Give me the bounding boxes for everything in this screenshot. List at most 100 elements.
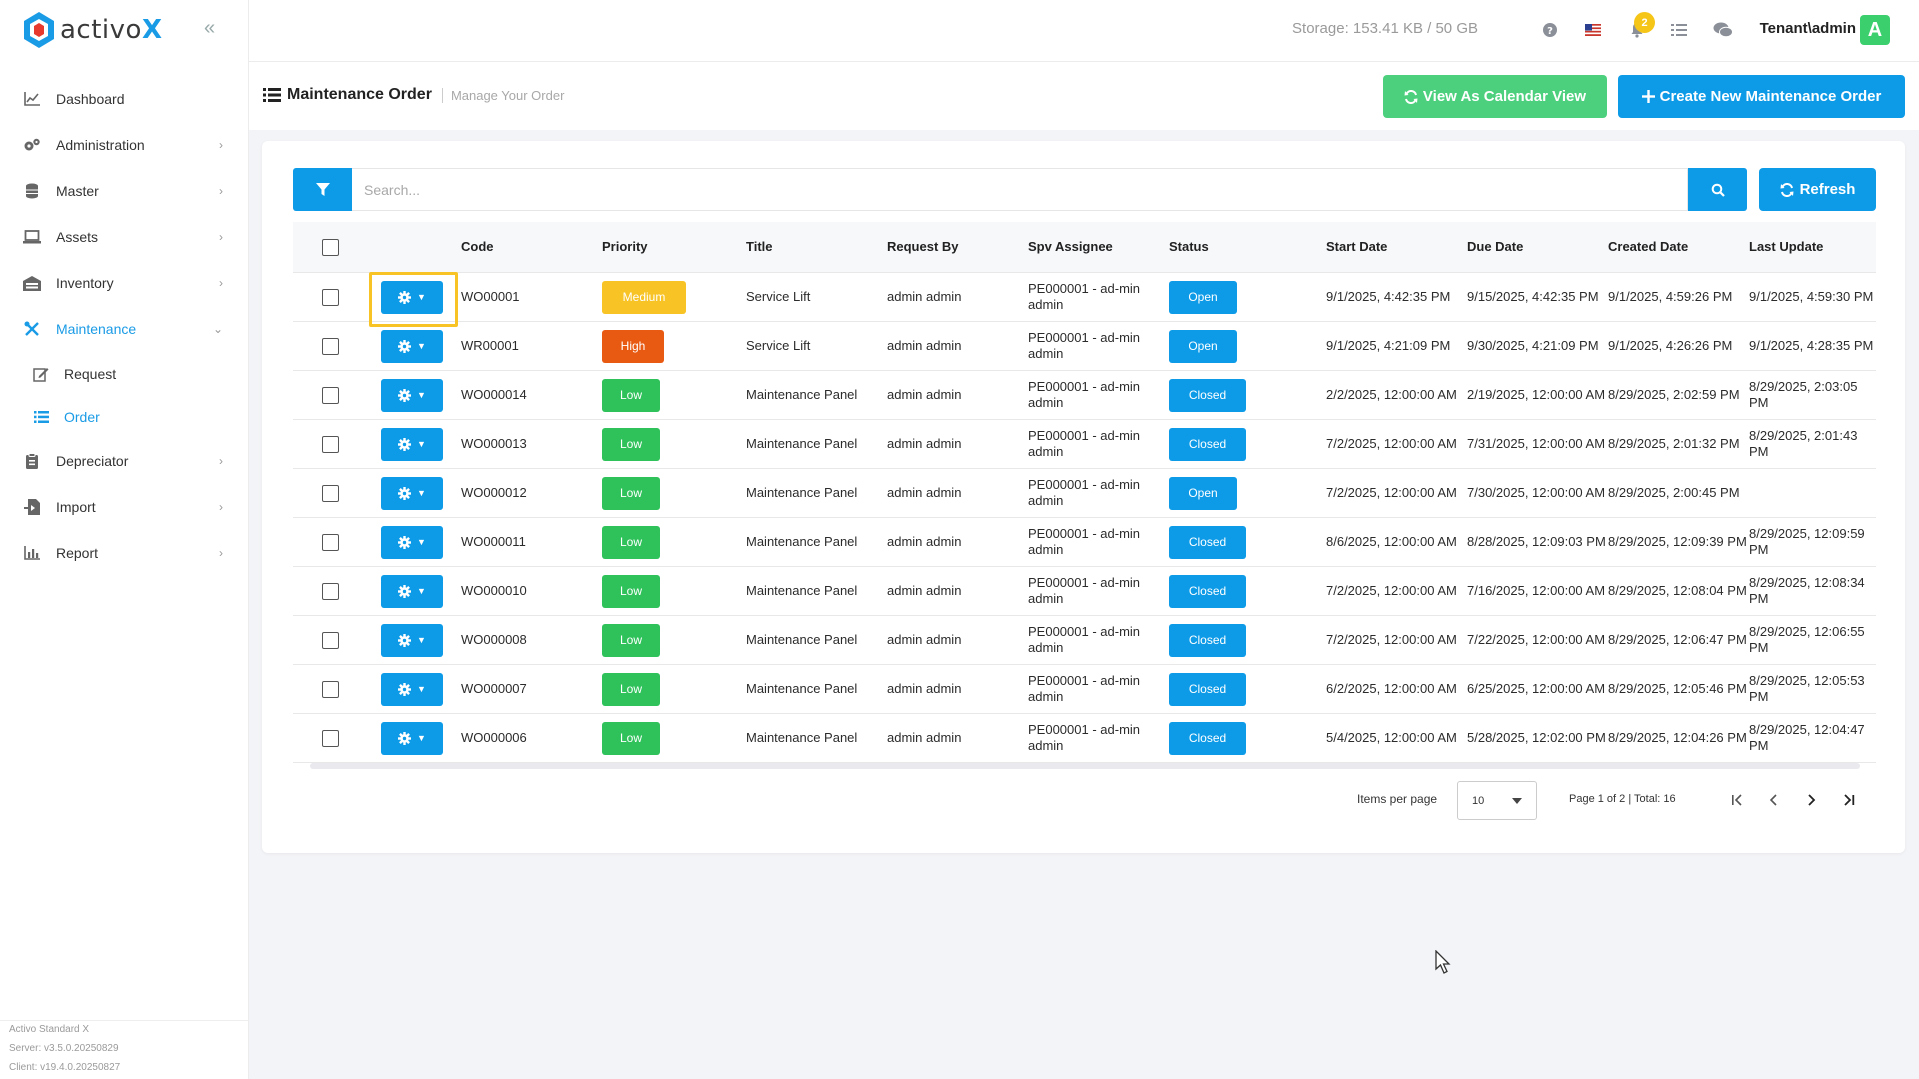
row-actions-button[interactable]: ▼ (381, 574, 443, 608)
cell-request-by: admin admin (887, 681, 962, 696)
column-header-created-date[interactable]: Created Date (1608, 239, 1689, 254)
row-actions-button[interactable]: ▼ (381, 280, 443, 314)
row-actions-button[interactable]: ▼ (381, 672, 443, 706)
sidebar-item-master[interactable]: Master › (0, 168, 249, 214)
cell-updated: 9/1/2025, 4:59:30 PM (1749, 289, 1874, 304)
create-maintenance-order-button[interactable]: Create New Maintenance Order (1618, 75, 1905, 118)
notification-bell-icon[interactable]: 2 (1625, 12, 1655, 42)
sidebar-item-import[interactable]: Import › (0, 484, 249, 530)
cell-updated: 8/29/2025, 12:04:47 PM (1749, 722, 1865, 753)
items-per-page-select[interactable]: 10 (1457, 781, 1537, 820)
table-row[interactable]: ▼ WO000006 Low Maintenance Panel admin admin… (293, 714, 1876, 763)
table-row[interactable]: ▼ WO00001 Medium Service Lift admin admin PE0… (293, 271, 1876, 327)
sidebar-subitem-order[interactable]: Order (0, 395, 249, 438)
view-calendar-button[interactable]: View As Calendar View (1383, 75, 1607, 118)
table-row[interactable]: ▼ WO000012 Low Maintenance Panel admin admin… (293, 469, 1876, 518)
search-button[interactable] (1688, 168, 1747, 211)
row-checkbox[interactable] (321, 337, 339, 355)
collapse-sidebar-icon[interactable]: « (204, 17, 216, 39)
column-header-start-date[interactable]: Start Date (1326, 239, 1388, 254)
cell-spv: PE000001 - ad-min admin (1028, 428, 1141, 459)
column-header-priority[interactable]: Priority (602, 239, 648, 254)
cell-updated: 8/29/2025, 12:09:59 PM (1749, 526, 1865, 557)
column-header-last-update[interactable]: Last Update (1749, 239, 1824, 254)
status-cell: Closed (1169, 574, 1326, 608)
row-checkbox[interactable] (321, 533, 339, 551)
page-info: Page 1 of 2 | Total: 16 (1569, 793, 1676, 805)
row-actions-button[interactable]: ▼ (381, 329, 443, 363)
status-cell: Open (1169, 329, 1326, 363)
row-checkbox[interactable] (321, 631, 339, 649)
task-list-icon[interactable] (1667, 18, 1691, 42)
table-row[interactable]: ▼ WO000007 Low Maintenance Panel admin admin… (293, 665, 1876, 714)
status-badge: Closed (1169, 525, 1246, 559)
sidebar-item-dashboard[interactable]: Dashboard (0, 76, 249, 122)
us-flag-icon[interactable] (1581, 18, 1605, 42)
sidebar-item-maintenance[interactable]: Maintenance ⌄ (0, 306, 249, 352)
refresh-button[interactable]: Refresh (1759, 168, 1876, 211)
avatar[interactable]: A (1860, 15, 1890, 45)
first-page-icon[interactable] (1726, 789, 1748, 811)
table-row[interactable]: ▼ WO000013 Low Maintenance Panel admin admin… (293, 420, 1876, 469)
cell-updated: 8/29/2025, 2:01:43 PM (1749, 428, 1858, 459)
table-row[interactable]: ▼ WO000008 Low Maintenance Panel admin admin… (293, 616, 1876, 665)
previous-page-icon[interactable] (1763, 789, 1785, 811)
priority-cell: Medium (602, 280, 746, 314)
row-checkbox[interactable] (321, 484, 339, 502)
row-checkbox[interactable] (321, 288, 339, 306)
next-page-icon[interactable] (1800, 789, 1822, 811)
column-header-spv-assignee[interactable]: Spv Assignee (1028, 239, 1113, 254)
sidebar-item-report[interactable]: Report › (0, 530, 249, 576)
cell-updated: 8/29/2025, 12:08:34 PM (1749, 575, 1865, 606)
last-page-icon[interactable] (1838, 789, 1860, 811)
row-checkbox[interactable] (321, 582, 339, 600)
row-actions-button[interactable]: ▼ (381, 525, 443, 559)
app-logo[interactable]: activoX (22, 10, 163, 50)
page-title: Maintenance Order (287, 86, 432, 103)
table-row[interactable]: ▼ WR00001 High Service Lift admin admin PE000… (293, 322, 1876, 371)
cell-request-by: admin admin (887, 387, 962, 402)
row-select-cell (293, 288, 367, 306)
select-all-checkbox[interactable] (321, 238, 339, 256)
cell-code: WO00001 (461, 289, 520, 304)
notification-count-badge: 2 (1634, 12, 1655, 33)
cell-due: 7/31/2025, 12:00:00 AM (1467, 436, 1606, 451)
chevron-right-icon: › (219, 546, 223, 560)
status-cell: Closed (1169, 672, 1326, 706)
search-input[interactable] (352, 168, 1688, 211)
row-actions-button[interactable]: ▼ (381, 721, 443, 755)
chart-bar-icon (22, 543, 42, 563)
column-header-due-date[interactable]: Due Date (1467, 239, 1524, 254)
tenant-user[interactable]: Tenant\admin (1759, 20, 1856, 37)
table-row[interactable]: ▼ WO000014 Low Maintenance Panel admin admin… (293, 371, 1876, 420)
horizontal-scrollbar[interactable] (310, 763, 1860, 769)
row-actions-button[interactable]: ▼ (381, 427, 443, 461)
column-header-title[interactable]: Title (746, 239, 773, 254)
row-checkbox[interactable] (321, 386, 339, 404)
row-actions-button[interactable]: ▼ (381, 623, 443, 657)
row-actions-cell: ▼ (367, 271, 461, 327)
row-actions-button[interactable]: ▼ (381, 476, 443, 510)
priority-badge: Low (602, 574, 660, 608)
row-actions-button[interactable]: ▼ (381, 378, 443, 412)
status-cell: Open (1169, 476, 1326, 510)
column-header-request-by[interactable]: Request By (887, 239, 959, 254)
table-row[interactable]: ▼ WO000010 Low Maintenance Panel admin admin… (293, 567, 1876, 616)
sidebar-item-administration[interactable]: Administration › (0, 122, 249, 168)
row-checkbox[interactable] (321, 680, 339, 698)
row-checkbox[interactable] (321, 729, 339, 747)
chat-icon[interactable] (1711, 18, 1735, 42)
column-header-status[interactable]: Status (1169, 239, 1209, 254)
column-header-code[interactable]: Code (461, 239, 494, 254)
sidebar-subitem-request[interactable]: Request (0, 352, 249, 395)
sidebar-item-depreciator[interactable]: Depreciator › (0, 438, 249, 484)
sidebar-item-assets[interactable]: Assets › (0, 214, 249, 260)
cell-created: 8/29/2025, 12:04:26 PM (1608, 730, 1747, 745)
filter-button[interactable] (293, 168, 352, 211)
help-icon[interactable]: ? (1538, 18, 1562, 42)
row-checkbox[interactable] (321, 435, 339, 453)
sidebar-item-label: Assets (56, 229, 99, 245)
sidebar-item-inventory[interactable]: Inventory › (0, 260, 249, 306)
priority-cell: Low (602, 378, 746, 412)
table-row[interactable]: ▼ WO000011 Low Maintenance Panel admin admin… (293, 518, 1876, 567)
